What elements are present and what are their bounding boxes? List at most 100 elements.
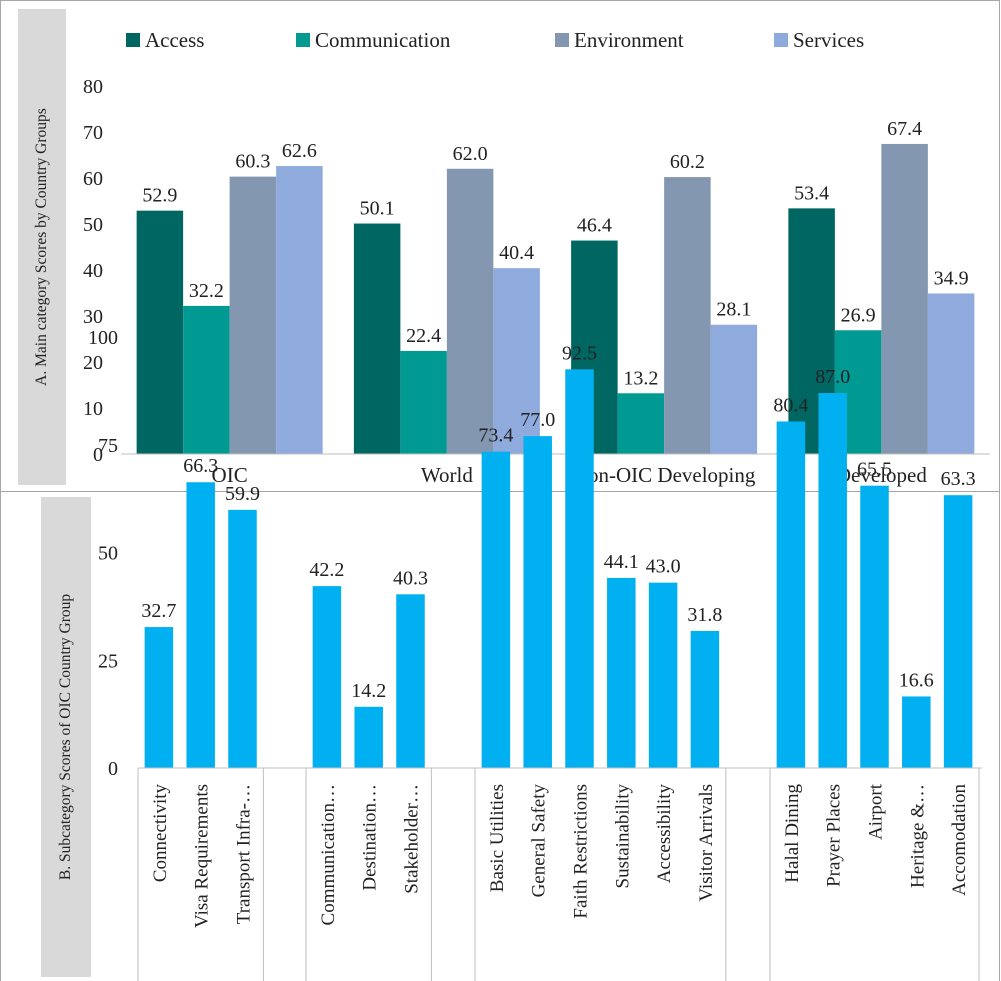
x-category-label: OIC	[212, 463, 248, 487]
x-category-label: General Safety	[529, 784, 550, 898]
bar-subcategory	[228, 509, 257, 768]
bar-subcategory	[648, 582, 678, 768]
bar-value-label: 92.5	[562, 342, 597, 364]
bar-subcategory	[312, 586, 342, 768]
x-category-label: Halal Dining	[782, 784, 803, 883]
panel-b-side-tab: B. Subcategory Scores of OIC Country Gro…	[41, 497, 91, 977]
bar-value-label: 62.0	[453, 143, 488, 165]
bar-subcategory	[144, 627, 174, 768]
x-category-label: Basic Utilities	[487, 784, 508, 892]
bar-value-label: 52.9	[142, 185, 177, 207]
bar-value-label: 50.1	[360, 198, 395, 220]
bar-value-label: 46.4	[577, 215, 612, 237]
bar-value-label: 77.0	[520, 409, 555, 431]
y-tick-label: 50	[98, 543, 118, 565]
bar-subcategory	[860, 485, 889, 768]
bar-environment	[229, 176, 277, 454]
bar-value-label: 40.3	[393, 567, 428, 589]
x-category-label: Sustainability	[612, 784, 633, 889]
y-tick-label: 70	[83, 122, 103, 144]
bar-communication	[617, 393, 665, 454]
legend-label-3: Services	[793, 28, 864, 52]
bar-subcategory	[354, 706, 383, 768]
bar-subcategory	[776, 421, 806, 768]
bar-value-label: 67.4	[887, 118, 922, 140]
y-tick-label: 80	[83, 76, 103, 98]
legend-label-1: Communication	[315, 28, 451, 52]
bar-value-label: 59.9	[225, 483, 260, 505]
x-category-label: Accomodation	[949, 784, 970, 896]
bar-value-label: 53.4	[794, 182, 829, 204]
x-category-label: Developed	[836, 463, 927, 487]
x-category-label: Communication…	[318, 784, 339, 925]
bar-value-label: 34.9	[934, 267, 969, 289]
bar-value-label: 22.4	[406, 325, 441, 347]
bar-value-label: 14.2	[351, 680, 386, 702]
bar-value-label: 66.3	[183, 455, 218, 477]
y-tick-label: 100	[88, 327, 118, 349]
x-category-label: Non-OIC Developing	[573, 463, 756, 487]
bar-environment	[881, 143, 928, 454]
bar-value-label: 26.9	[841, 304, 876, 326]
chart-main-category-scores: Access Communication Environment Services 0 1…	[83, 28, 990, 487]
bar-value-label: 60.3	[235, 151, 270, 173]
x-category-label: Faith Restrictions	[571, 784, 592, 919]
x-category-label: Airport	[866, 783, 887, 840]
y-tick-label: 20	[83, 352, 103, 374]
bar-subcategory	[565, 369, 594, 768]
bar-subcategory	[481, 451, 511, 768]
x-category-label: Prayer Places	[824, 784, 845, 887]
bar-value-label: 43.0	[646, 556, 681, 578]
x-category-label: Visitor Arrivals	[696, 784, 717, 902]
bar-environment	[664, 177, 711, 454]
x-category-label: Destination…	[360, 784, 381, 891]
bar-value-label: 62.6	[282, 140, 317, 162]
legend-swatch-3	[774, 33, 788, 47]
bar-services	[927, 293, 975, 454]
y-tick-label: 50	[83, 214, 103, 236]
bar-subcategory	[943, 495, 973, 768]
bar-value-label: 73.4	[478, 425, 513, 447]
bar-value-label: 63.3	[941, 468, 976, 490]
y-tick-label: 40	[83, 260, 103, 282]
legend-swatch-0	[126, 33, 140, 47]
bar-value-label: 65.5	[857, 459, 892, 481]
bar-access	[136, 210, 184, 454]
y-tick-label: 25	[98, 650, 118, 672]
bar-subcategory	[396, 594, 425, 768]
bar-subcategory	[186, 482, 215, 768]
bar-communication	[183, 305, 230, 454]
bar-communication	[400, 350, 447, 454]
panel-a-side-tab: A. Main category Scores by Country Group…	[18, 9, 66, 485]
legend-swatch-1	[296, 33, 310, 47]
bar-access	[353, 223, 401, 454]
bar-subcategory	[607, 577, 636, 768]
bar-value-label: 31.8	[687, 604, 722, 626]
bar-value-label: 87.0	[815, 366, 850, 388]
x-category-label: World	[421, 463, 473, 487]
bar-subcategory	[690, 630, 720, 768]
legend-swatch-2	[555, 33, 569, 47]
bar-value-label: 32.7	[141, 600, 176, 622]
x-category-label: Connectivity	[150, 784, 171, 883]
bar-value-label: 80.4	[773, 394, 808, 416]
y-tick-label: 0	[93, 444, 103, 466]
x-category-label: Stakeholder…	[402, 784, 423, 894]
bar-value-label: 13.2	[623, 367, 658, 389]
legend-label-0: Access	[145, 28, 204, 52]
x-category-label: Transport Infra-…	[234, 784, 255, 924]
x-category-label: Accessibility	[654, 784, 675, 884]
bar-services	[276, 166, 323, 455]
bar-services	[710, 324, 758, 454]
bar-value-label: 28.1	[716, 299, 751, 321]
bar-subcategory	[523, 436, 552, 768]
y-tick-label: 60	[83, 168, 103, 190]
y-tick-label: 75	[98, 435, 118, 457]
x-category-label: Visa Requirements	[192, 784, 213, 928]
bar-subcategory	[902, 696, 931, 768]
bar-value-label: 16.6	[899, 669, 934, 691]
bar-value-label: 60.2	[670, 151, 705, 173]
bar-value-label: 32.2	[189, 280, 224, 302]
y-tick-label: 10	[83, 398, 103, 420]
